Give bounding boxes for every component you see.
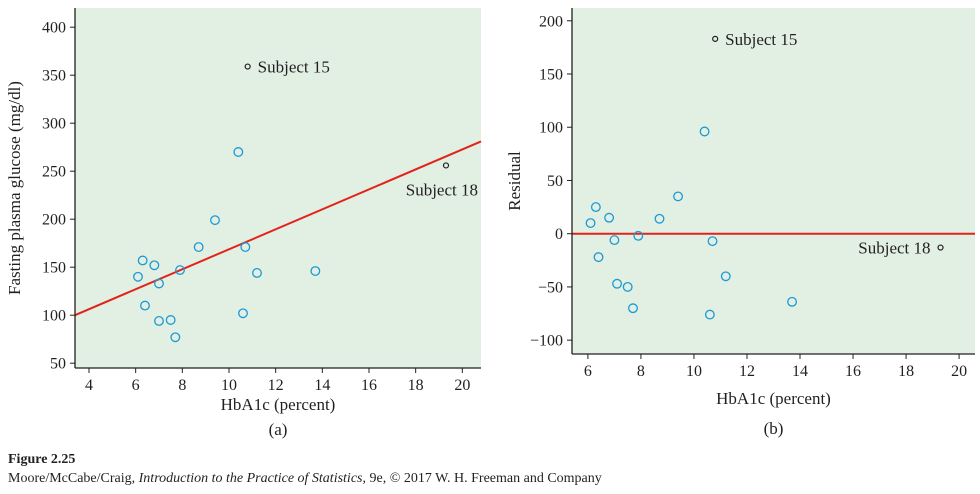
regression-line bbox=[74, 140, 482, 317]
data-point-a bbox=[175, 265, 185, 276]
outlier-label-a: Subject 18 bbox=[406, 180, 478, 199]
figure-caption-title: Figure 2.25 bbox=[8, 452, 76, 467]
outlier-label-b: Subject 18 bbox=[858, 239, 930, 258]
y-axis-label-a: Fasting plasma glucose (mg/dl) bbox=[5, 81, 24, 295]
y-tick-label-a: 250 bbox=[42, 164, 66, 181]
panel-label-a: (a) bbox=[269, 420, 288, 439]
outlier-label-b: Subject 15 bbox=[725, 30, 797, 49]
data-point-b bbox=[787, 296, 798, 307]
y-tick-label-b: 200 bbox=[539, 13, 563, 30]
plot-area-b bbox=[572, 8, 975, 354]
credit-publisher: , 9e, © 2017 W. H. Freeman and Company bbox=[362, 471, 602, 486]
data-point-a bbox=[210, 215, 220, 226]
credit-book-title: Introduction to the Practice of Statisti… bbox=[138, 471, 363, 486]
y-tick-label-a: 350 bbox=[42, 68, 66, 85]
outlier-label-a: Subject 15 bbox=[258, 58, 330, 77]
y-tick-label-b: 0 bbox=[555, 226, 563, 243]
data-point-b bbox=[633, 230, 644, 241]
data-point-b bbox=[673, 191, 684, 202]
y-tick-label-a: 100 bbox=[42, 308, 66, 325]
data-point-a bbox=[193, 242, 204, 252]
x-tick-label-a: 12 bbox=[268, 377, 284, 394]
x-tick-label-a: 8 bbox=[178, 377, 186, 394]
data-point-a bbox=[154, 278, 164, 289]
data-point-b bbox=[590, 202, 601, 213]
data-point-b bbox=[609, 235, 620, 246]
figure-caption-credit: Moore/McCabe/Craig, Introduction to the … bbox=[8, 471, 602, 487]
data-point-b bbox=[654, 213, 665, 224]
x-axis-label-b: HbA1c (percent) bbox=[716, 389, 831, 408]
plot-area-a bbox=[75, 8, 481, 368]
credit-authors: Moore/McCabe/Craig, bbox=[8, 471, 139, 486]
data-point-a bbox=[154, 316, 164, 326]
x-tick-label-a: 10 bbox=[221, 377, 237, 394]
x-tick-label-b: 8 bbox=[637, 363, 645, 380]
data-point-b bbox=[707, 236, 718, 247]
data-point-b bbox=[622, 281, 633, 292]
data-point-b bbox=[612, 278, 623, 289]
data-point-a bbox=[310, 266, 321, 276]
data-point-b bbox=[704, 309, 715, 320]
x-tick-label-a: 16 bbox=[361, 377, 377, 394]
data-point-b bbox=[585, 218, 596, 229]
y-tick-label-b: −50 bbox=[538, 279, 563, 296]
data-point-a bbox=[149, 260, 160, 271]
x-tick-label-b: 14 bbox=[792, 363, 808, 380]
data-point-a bbox=[238, 308, 248, 319]
x-tick-label-b: 18 bbox=[898, 363, 914, 380]
outlier-point-b bbox=[937, 244, 944, 251]
data-point-b bbox=[720, 271, 731, 282]
x-tick-label-a: 4 bbox=[85, 377, 93, 394]
data-point-a bbox=[252, 268, 262, 278]
data-point-a bbox=[240, 242, 251, 252]
x-tick-label-a: 14 bbox=[314, 377, 330, 394]
x-tick-label-b: 16 bbox=[845, 363, 861, 380]
y-tick-label-a: 400 bbox=[42, 20, 66, 37]
x-tick-label-a: 6 bbox=[132, 377, 140, 394]
y-axis-label-b: Residual bbox=[505, 151, 524, 211]
y-tick-label-a: 200 bbox=[42, 212, 66, 229]
x-tick-label-a: 18 bbox=[408, 377, 424, 394]
data-point-a bbox=[140, 300, 150, 311]
outlier-point-a bbox=[442, 162, 450, 169]
data-point-a bbox=[133, 271, 143, 282]
x-tick-label-b: 10 bbox=[686, 363, 702, 380]
x-tick-label-b: 20 bbox=[951, 363, 967, 380]
y-tick-label-b: −100 bbox=[530, 333, 563, 350]
y-tick-label-b: 150 bbox=[539, 67, 563, 84]
x-tick-label-a: 20 bbox=[454, 377, 470, 394]
x-axis-label-a: HbA1c (percent) bbox=[221, 395, 336, 414]
data-point-b bbox=[593, 252, 604, 263]
y-tick-label-b: 50 bbox=[547, 173, 563, 190]
outlier-point-a bbox=[244, 63, 251, 70]
y-tick-label-a: 150 bbox=[42, 260, 66, 277]
data-point-a bbox=[233, 147, 244, 157]
panel-label-b: (b) bbox=[764, 419, 784, 438]
x-tick-label-b: 12 bbox=[739, 363, 755, 380]
data-point-a bbox=[137, 255, 148, 266]
outlier-point-b bbox=[712, 35, 719, 42]
data-point-b bbox=[604, 212, 615, 223]
y-tick-label-a: 300 bbox=[42, 116, 66, 133]
data-point-a bbox=[165, 315, 176, 325]
data-point-b bbox=[699, 126, 710, 137]
data-point-a bbox=[170, 332, 181, 343]
panel-a-residual-source-scatterplot: 4 6 8 10 12 14 16 18 20 50 100 150 200 250 300 350 400 Hb… bbox=[5, 8, 482, 439]
y-tick-label-a: 50 bbox=[50, 356, 66, 373]
data-point-b bbox=[628, 303, 638, 314]
y-tick-label-b: 100 bbox=[539, 120, 563, 137]
panel-b-residual-plot: 6 8 10 12 14 16 18 20 −100 −50 0 50 100 150 200 HbA1c (… bbox=[505, 8, 975, 438]
x-tick-label-b: 6 bbox=[584, 363, 592, 380]
